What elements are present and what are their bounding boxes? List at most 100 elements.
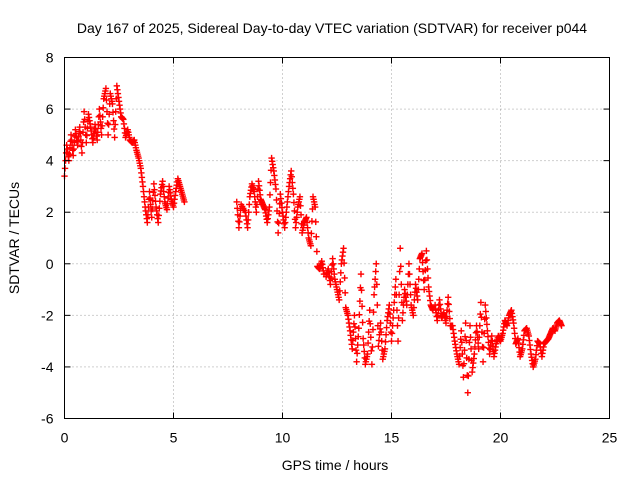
- data-point: [414, 296, 421, 304]
- data-point: [375, 343, 382, 350]
- data-point: [273, 196, 280, 204]
- data-point: [474, 339, 482, 347]
- x-axis-label: GPS time / hours: [282, 457, 389, 473]
- data-point: [394, 337, 402, 345]
- data-point: [410, 312, 417, 319]
- y-tick-label: -4: [41, 359, 54, 375]
- data-point: [369, 326, 377, 333]
- plot-frame: [64, 57, 610, 419]
- data-point: [275, 219, 282, 227]
- data-point: [61, 165, 69, 172]
- data-point: [477, 310, 484, 318]
- data-point: [421, 276, 428, 284]
- data-point: [395, 314, 402, 322]
- data-point: [416, 265, 423, 273]
- data-point: [482, 301, 489, 309]
- data-point: [467, 345, 475, 353]
- data-point: [181, 198, 188, 206]
- data-point: [461, 346, 468, 354]
- data-point: [246, 201, 253, 208]
- data-point: [381, 345, 389, 353]
- x-tick-label: 5: [170, 430, 178, 446]
- data-point: [296, 193, 304, 200]
- data-point: [382, 331, 390, 338]
- y-tick-label: 6: [46, 101, 54, 117]
- data-point: [236, 212, 244, 220]
- data-point: [155, 219, 162, 226]
- data-point: [266, 203, 273, 211]
- data-point: [386, 310, 394, 318]
- data-point: [387, 328, 395, 336]
- data-point: [104, 120, 111, 127]
- data-point: [354, 341, 361, 349]
- data-point: [476, 322, 483, 329]
- data-point: [236, 218, 243, 226]
- data-point: [397, 245, 404, 252]
- data-point: [352, 346, 360, 354]
- data-point: [272, 185, 280, 193]
- data-point: [148, 214, 155, 221]
- chart-title: Day 167 of 2025, Sidereal Day-to-day VTE…: [77, 20, 587, 36]
- data-point: [235, 224, 243, 231]
- data-point: [109, 100, 116, 108]
- data-point: [149, 205, 156, 213]
- data-point: [98, 131, 105, 139]
- data-points: [61, 82, 565, 396]
- data-point: [457, 336, 464, 343]
- data-point: [359, 335, 367, 342]
- data-point: [364, 339, 372, 347]
- y-tick-label: -6: [41, 411, 54, 427]
- data-point: [337, 269, 345, 277]
- data-point: [288, 167, 295, 175]
- data-point: [458, 327, 465, 335]
- data-point: [415, 276, 422, 283]
- data-point: [327, 274, 335, 282]
- data-point: [67, 138, 74, 145]
- data-point: [234, 205, 241, 212]
- data-point: [484, 327, 491, 335]
- data-point: [351, 323, 359, 331]
- data-point: [446, 308, 453, 315]
- data-point: [424, 274, 432, 282]
- data-point: [368, 361, 376, 368]
- data-point: [356, 297, 364, 305]
- data-point: [388, 330, 396, 337]
- data-point: [99, 113, 106, 121]
- data-point: [289, 179, 296, 186]
- data-point: [358, 287, 365, 294]
- data-point: [383, 324, 390, 331]
- data-point: [104, 131, 112, 139]
- data-point: [374, 301, 381, 309]
- data-point: [372, 268, 379, 275]
- data-point: [151, 192, 159, 199]
- data-point: [94, 136, 101, 144]
- data-point: [110, 117, 117, 124]
- data-point: [102, 85, 110, 92]
- data-point: [415, 286, 422, 293]
- data-point: [340, 245, 347, 252]
- data-point: [288, 173, 295, 180]
- y-tick-label: 2: [46, 204, 54, 220]
- data-point: [466, 322, 474, 329]
- data-point: [397, 263, 404, 270]
- data-point: [105, 121, 112, 128]
- data-point: [163, 206, 171, 213]
- data-point: [376, 325, 384, 333]
- data-point: [399, 309, 407, 316]
- data-point: [84, 125, 91, 132]
- data-point: [313, 233, 320, 240]
- data-point: [66, 150, 73, 158]
- data-point: [366, 307, 373, 314]
- x-tick-label: 15: [384, 430, 400, 446]
- data-point: [418, 250, 426, 257]
- data-point: [423, 256, 431, 264]
- data-point: [340, 259, 348, 267]
- data-point: [105, 111, 113, 118]
- data-point: [312, 218, 319, 226]
- data-point: [253, 201, 261, 208]
- data-point: [406, 281, 414, 288]
- data-point: [359, 319, 366, 326]
- data-point: [382, 338, 389, 345]
- data-point: [476, 334, 483, 341]
- data-point: [233, 198, 240, 206]
